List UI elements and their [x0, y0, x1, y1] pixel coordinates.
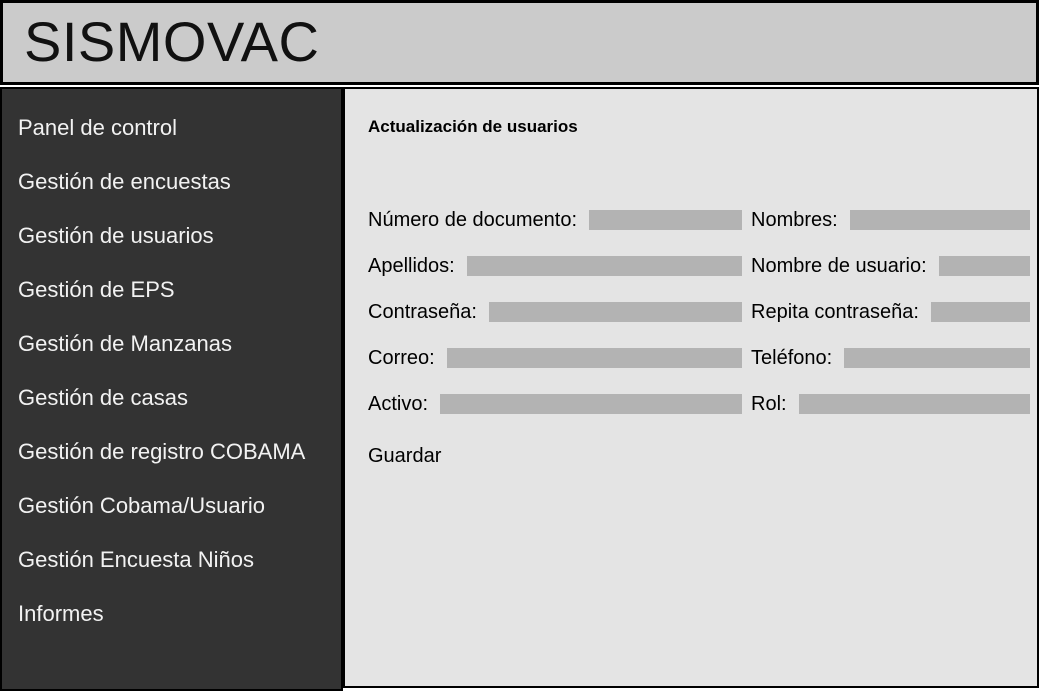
- correo-label: Correo:: [368, 346, 435, 369]
- numero-documento-label: Número de documento:: [368, 208, 578, 231]
- form-cell: Número de documento:: [368, 209, 742, 232]
- contrasena-label: Contraseña:: [368, 300, 477, 323]
- form-row: Activo: Rol:: [368, 393, 1030, 416]
- repita-contrasena-label: Repita contraseña:: [751, 300, 919, 323]
- form-cell: Nombre de usuario:: [751, 255, 1030, 278]
- numero-documento-input[interactable]: [589, 210, 742, 230]
- repita-contrasena-input[interactable]: [930, 302, 1030, 322]
- content-panel: Actualización de usuarios Número de docu…: [343, 87, 1039, 688]
- sidebar-item-gestion-usuarios[interactable]: Gestión de usuarios: [18, 223, 214, 248]
- sidebar-item-gestion-registro-cobama[interactable]: Gestión de registro COBAMA: [18, 439, 306, 464]
- form-row: Apellidos: Nombre de usuario:: [368, 255, 1030, 278]
- user-update-form: Número de documento: Nombres: Apellidos:…: [368, 209, 1030, 468]
- form-row: Contraseña: Repita contraseña:: [368, 301, 1030, 324]
- sidebar: Panel de control Gestión de encuestas Ge…: [0, 87, 343, 691]
- sidebar-item-gestion-eps[interactable]: Gestión de EPS: [18, 277, 175, 302]
- contrasena-input[interactable]: [488, 302, 742, 322]
- nombre-usuario-label: Nombre de usuario:: [751, 254, 927, 277]
- sidebar-item-gestion-manzanas[interactable]: Gestión de Manzanas: [18, 331, 233, 356]
- sidebar-item-panel-de-control[interactable]: Panel de control: [18, 115, 177, 140]
- form-cell: Apellidos:: [368, 255, 742, 278]
- form-row: Correo: Teléfono:: [368, 347, 1030, 370]
- sidebar-item-gestion-casas[interactable]: Gestión de casas: [18, 385, 188, 410]
- form-cell: Correo:: [368, 347, 742, 370]
- rol-label: Rol:: [751, 392, 787, 415]
- rol-input[interactable]: [798, 394, 1030, 414]
- app-header: SISMOVAC: [0, 0, 1039, 85]
- guardar-button[interactable]: Guardar: [368, 445, 442, 467]
- sidebar-item-gestion-cobama-usuario[interactable]: Gestión Cobama/Usuario: [18, 493, 266, 518]
- nombres-label: Nombres:: [751, 208, 838, 231]
- apellidos-label: Apellidos:: [368, 254, 455, 277]
- activo-input[interactable]: [440, 394, 742, 414]
- form-cell: Rol:: [751, 393, 1030, 416]
- sidebar-item-informes[interactable]: Informes: [18, 601, 104, 626]
- app-title: SISMOVAC: [24, 10, 320, 73]
- form-cell: Activo:: [368, 393, 742, 416]
- nombres-input[interactable]: [849, 210, 1030, 230]
- nombre-usuario-input[interactable]: [938, 256, 1030, 276]
- sidebar-item-gestion-encuesta-ninos[interactable]: Gestión Encuesta Niños: [18, 547, 255, 572]
- form-cell: Nombres:: [751, 209, 1030, 232]
- telefono-label: Teléfono:: [751, 346, 833, 369]
- form-row: Número de documento: Nombres:: [368, 209, 1030, 232]
- form-cell: Contraseña:: [368, 301, 742, 324]
- correo-input[interactable]: [446, 348, 742, 368]
- telefono-input[interactable]: [844, 348, 1030, 368]
- activo-label: Activo:: [368, 392, 429, 415]
- apellidos-input[interactable]: [466, 256, 742, 276]
- form-cell: Teléfono:: [751, 347, 1030, 370]
- sidebar-item-gestion-encuestas[interactable]: Gestión de encuestas: [18, 169, 231, 194]
- form-cell: Repita contraseña:: [751, 301, 1030, 324]
- page-title: Actualización de usuarios: [368, 117, 578, 136]
